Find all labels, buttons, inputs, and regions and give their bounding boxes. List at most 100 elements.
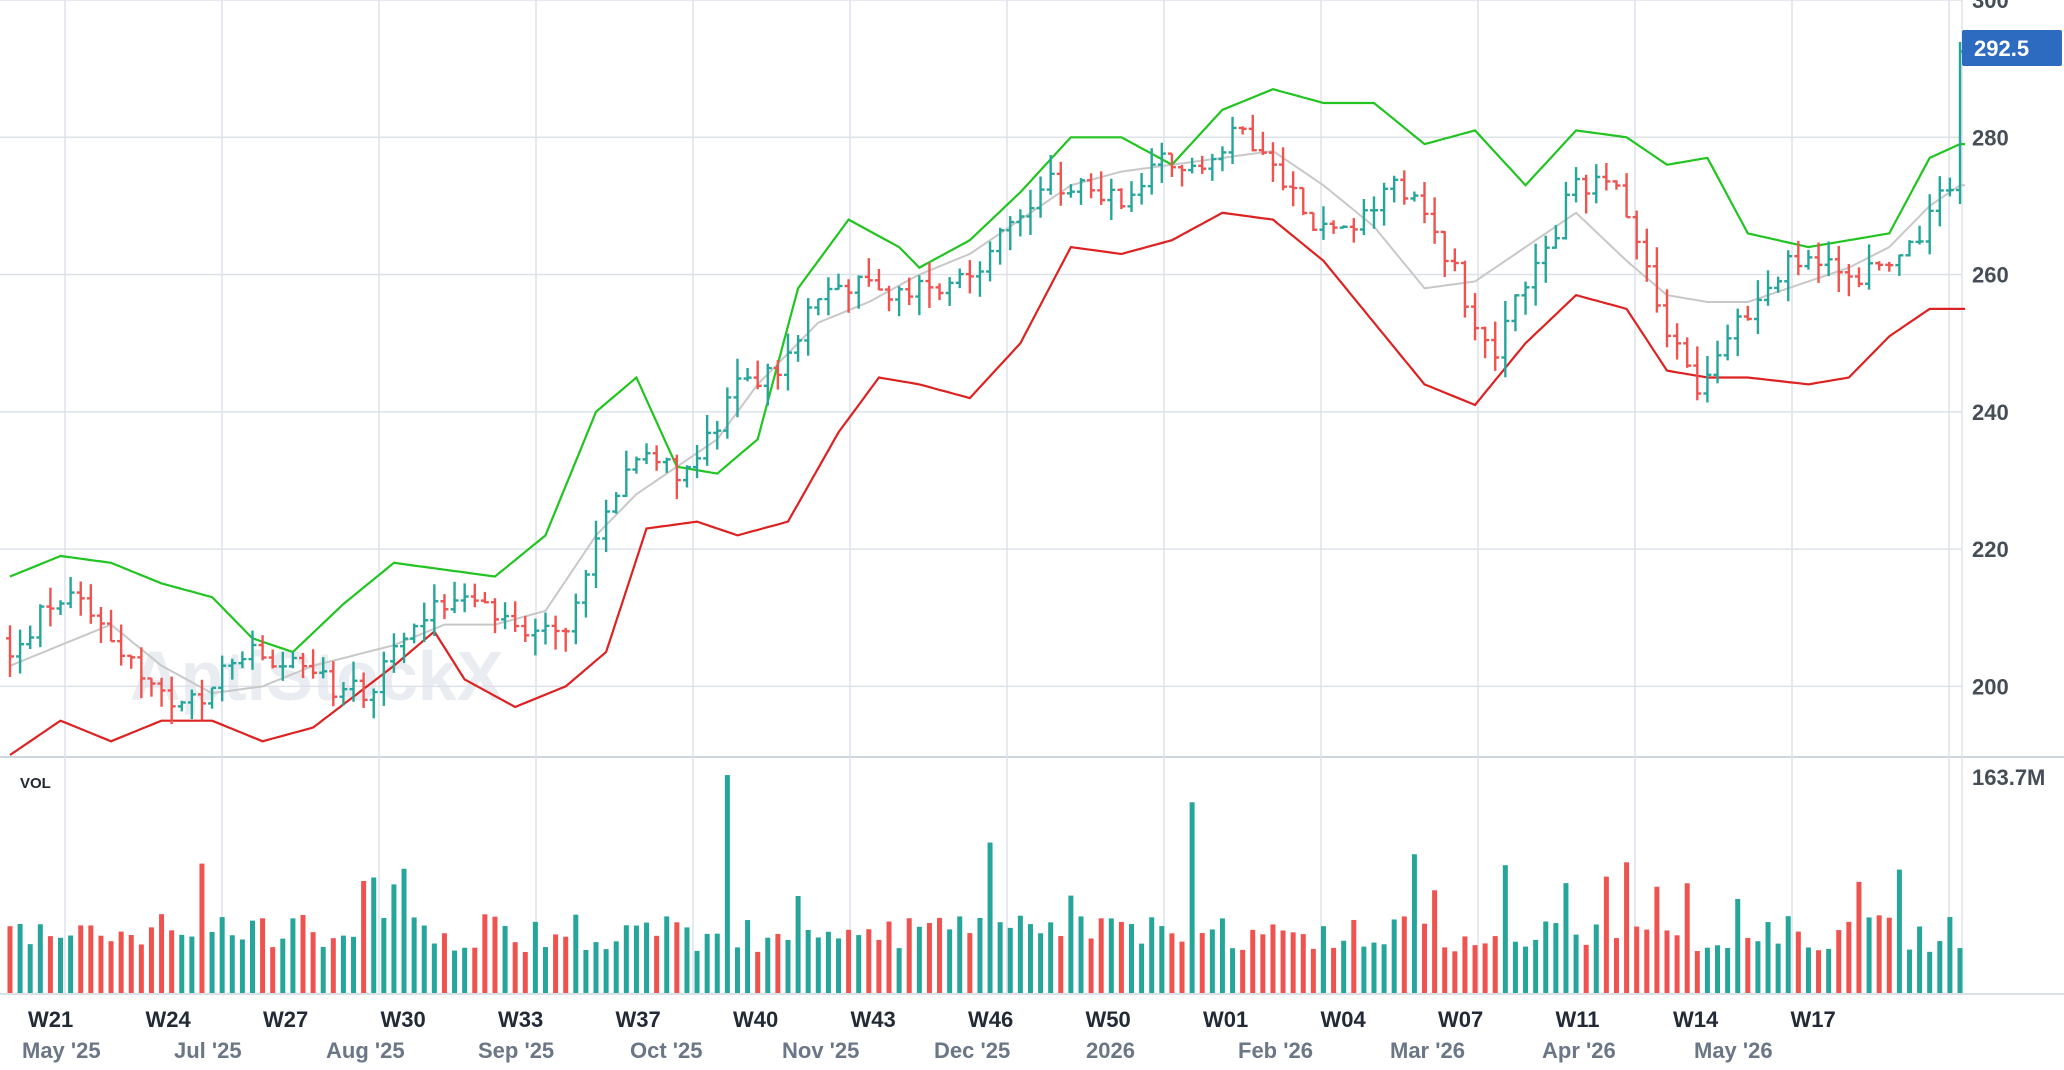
volume-bar bbox=[1927, 951, 1933, 993]
volume-bar bbox=[492, 916, 498, 993]
volume-bar bbox=[1017, 915, 1023, 993]
volume-bar bbox=[876, 939, 882, 993]
volume-bar bbox=[421, 925, 427, 993]
price-bars bbox=[6, 41, 1964, 725]
volume-bar bbox=[1411, 854, 1417, 993]
volume-bar bbox=[745, 920, 751, 993]
volume-bar bbox=[229, 935, 235, 993]
volume-bar bbox=[1432, 890, 1438, 993]
volume-bar bbox=[573, 914, 579, 993]
volume-bar bbox=[320, 946, 326, 993]
volume-bar bbox=[1745, 937, 1751, 993]
volume-bar bbox=[563, 936, 569, 993]
volume-bar bbox=[280, 938, 286, 993]
volume-bar bbox=[1310, 948, 1316, 993]
week-tick-label: W43 bbox=[851, 1007, 896, 1032]
volume-bar bbox=[1320, 926, 1326, 993]
volume-bar bbox=[684, 927, 690, 993]
volume-bar bbox=[401, 868, 407, 993]
price-tick-label: 240 bbox=[1972, 400, 2009, 425]
volume-bar bbox=[462, 947, 468, 993]
volume-bar bbox=[1785, 916, 1791, 993]
week-tick-label: W24 bbox=[146, 1007, 192, 1032]
price-tick-label: 300 bbox=[1972, 0, 2009, 13]
volume-bar bbox=[724, 775, 730, 993]
volume-bar bbox=[1624, 862, 1630, 993]
volume-bar bbox=[1048, 922, 1054, 993]
volume-bar bbox=[1280, 930, 1286, 993]
week-tick-label: W30 bbox=[381, 1007, 426, 1032]
week-tick-label: W17 bbox=[1791, 1007, 1836, 1032]
volume-bar bbox=[1068, 895, 1074, 993]
volume-bar bbox=[937, 917, 943, 993]
volume-bar bbox=[37, 924, 43, 993]
week-tick-label: W27 bbox=[263, 1007, 308, 1032]
volume-bar bbox=[88, 925, 94, 993]
volume-bar bbox=[815, 937, 821, 993]
volume-bar bbox=[290, 918, 296, 993]
volume-bar bbox=[1058, 936, 1064, 993]
volume-bar bbox=[906, 918, 912, 993]
month-tick-label: Sep '25 bbox=[478, 1038, 554, 1063]
volume-bar bbox=[805, 929, 811, 993]
volume-bar bbox=[512, 942, 518, 993]
volume-bar bbox=[1179, 941, 1185, 993]
volume-bar bbox=[1856, 881, 1862, 993]
month-tick-label: Aug '25 bbox=[326, 1038, 405, 1063]
volume-bar bbox=[1290, 932, 1296, 993]
volume-bar bbox=[1563, 883, 1569, 993]
volume-bar bbox=[866, 929, 872, 993]
volume-bar bbox=[997, 922, 1003, 993]
last-price-badge bbox=[1962, 30, 2062, 66]
volume-bar bbox=[27, 944, 33, 993]
volume-bar bbox=[1129, 924, 1135, 993]
volume-bar bbox=[1007, 927, 1013, 993]
volume-bar bbox=[886, 921, 892, 993]
volume-bar bbox=[1270, 924, 1276, 993]
volume-bar bbox=[785, 940, 791, 993]
lower-band-line bbox=[9, 211, 1966, 756]
volume-bar bbox=[1543, 921, 1549, 993]
volume-bar bbox=[199, 863, 205, 993]
volume-bar bbox=[1613, 938, 1619, 993]
volume-bar bbox=[916, 926, 922, 993]
axes: 200 220 240 260 280 300 W21 W24 W27 W30 W33 W37 W40 W… bbox=[22, 0, 2009, 1063]
volume-bar bbox=[1230, 948, 1236, 993]
volume-bar bbox=[1038, 933, 1044, 993]
volume-bar bbox=[1422, 923, 1428, 993]
volume-bar bbox=[502, 925, 508, 993]
volume-bar bbox=[179, 934, 185, 993]
volume-bar bbox=[967, 933, 973, 993]
volume-bar bbox=[361, 881, 367, 993]
volume-bar bbox=[1805, 947, 1811, 993]
volume-bar bbox=[1331, 947, 1337, 993]
volume-bars bbox=[7, 775, 1963, 993]
volume-bar bbox=[603, 949, 609, 993]
volume-bar bbox=[1088, 938, 1094, 993]
volume-bar bbox=[1452, 951, 1458, 993]
week-tick-label: W37 bbox=[616, 1007, 661, 1032]
volume-bar bbox=[1371, 942, 1377, 993]
volume-bar bbox=[1189, 802, 1195, 993]
week-tick-label: W01 bbox=[1203, 1007, 1248, 1032]
volume-bar bbox=[1139, 943, 1145, 993]
volume-bar bbox=[300, 914, 306, 993]
volume-bar bbox=[1553, 923, 1559, 993]
volume-bar bbox=[896, 948, 902, 993]
volume-bar bbox=[674, 922, 680, 993]
volume-bar bbox=[694, 950, 700, 993]
month-tick-label: Mar '26 bbox=[1390, 1038, 1465, 1063]
volume-bar bbox=[542, 947, 548, 993]
volume-bar bbox=[755, 951, 761, 993]
volume-bar bbox=[411, 917, 417, 993]
volume-bar bbox=[633, 925, 639, 993]
volume-bar bbox=[330, 938, 336, 993]
volume-bar bbox=[1149, 917, 1155, 993]
volume-bar bbox=[1634, 926, 1640, 993]
volume-bar bbox=[1341, 940, 1347, 993]
price-tick-label: 200 bbox=[1972, 674, 2009, 699]
month-tick-label: Oct '25 bbox=[630, 1038, 703, 1063]
volume-bar bbox=[1209, 929, 1215, 993]
month-tick-label: Feb '26 bbox=[1238, 1038, 1313, 1063]
